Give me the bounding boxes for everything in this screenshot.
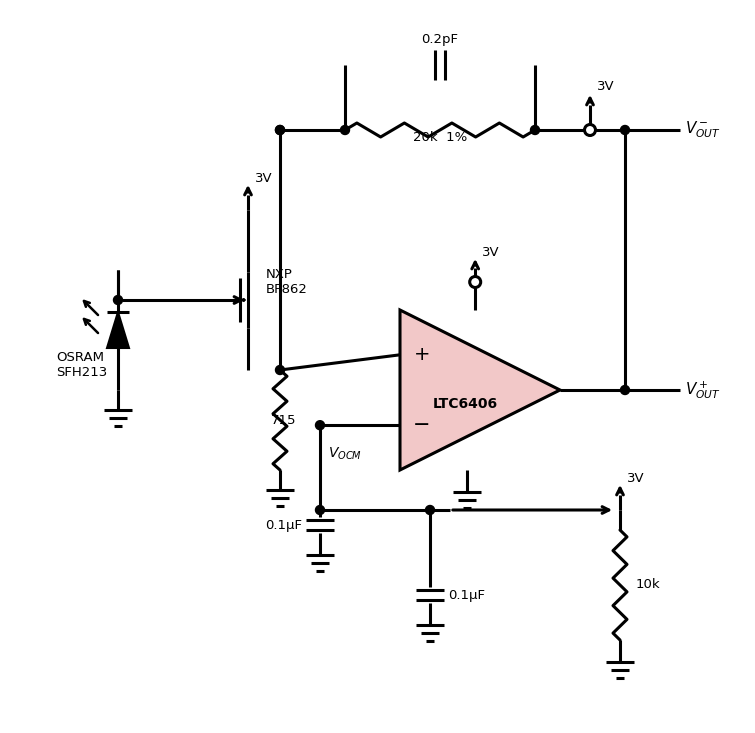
Text: 0.2pF: 0.2pF	[421, 33, 458, 46]
Circle shape	[621, 386, 630, 394]
Text: 0.1μF: 0.1μF	[448, 589, 485, 602]
Polygon shape	[107, 312, 129, 348]
Text: 20k  1%: 20k 1%	[413, 131, 467, 144]
Text: $V_{OUT}^-$: $V_{OUT}^-$	[685, 119, 721, 140]
Circle shape	[276, 125, 285, 134]
Text: LTC6406: LTC6406	[433, 397, 498, 411]
Circle shape	[470, 276, 481, 287]
Text: +: +	[414, 345, 430, 364]
Text: $V_{OUT}^+$: $V_{OUT}^+$	[685, 379, 721, 401]
Text: 715: 715	[270, 413, 296, 427]
Text: −: −	[413, 415, 431, 435]
Text: $V_{OCM}$: $V_{OCM}$	[328, 445, 362, 462]
Circle shape	[316, 421, 325, 430]
Circle shape	[316, 506, 325, 515]
Text: 0.1μF: 0.1μF	[265, 518, 302, 531]
Circle shape	[341, 125, 350, 134]
Circle shape	[426, 506, 434, 515]
Circle shape	[276, 125, 285, 134]
Circle shape	[531, 125, 540, 134]
Circle shape	[113, 295, 122, 304]
Text: 3V: 3V	[627, 471, 645, 485]
Text: 3V: 3V	[597, 81, 615, 94]
Circle shape	[621, 125, 630, 134]
Circle shape	[584, 125, 596, 136]
Circle shape	[276, 366, 285, 375]
Polygon shape	[400, 310, 560, 470]
Text: 10k: 10k	[636, 578, 661, 592]
Text: 3V: 3V	[482, 246, 500, 259]
Text: OSRAM
SFH213: OSRAM SFH213	[56, 351, 107, 379]
Text: NXP
BF862: NXP BF862	[266, 268, 308, 296]
Text: 3V: 3V	[255, 172, 273, 185]
